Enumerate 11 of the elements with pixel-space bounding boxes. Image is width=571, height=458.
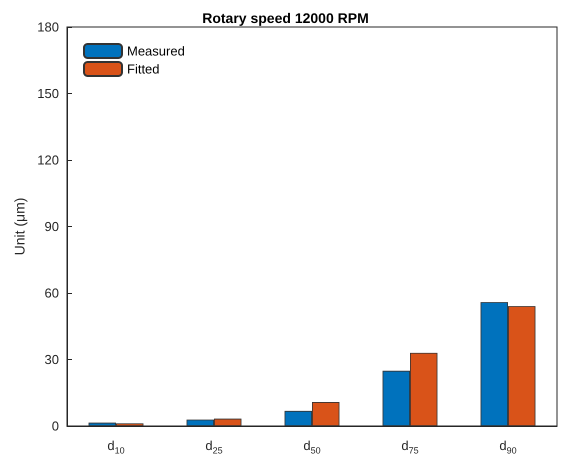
y-tick-label: 30 (44, 352, 59, 367)
y-tick-label: 60 (44, 286, 59, 300)
legend-label: Measured (127, 44, 185, 58)
y-tick-label: 180 (37, 20, 59, 34)
y-tick-label: 90 (44, 219, 59, 234)
y-tick-label: 0 (52, 418, 59, 434)
y-axis-title: Unit (μm) (11, 198, 28, 256)
legend-label: Fitted (127, 62, 160, 76)
y-tick-label: 150 (37, 86, 59, 101)
chart-title: Rotary speed 12000 RPM (202, 10, 369, 26)
y-tick-label: 120 (37, 152, 59, 168)
